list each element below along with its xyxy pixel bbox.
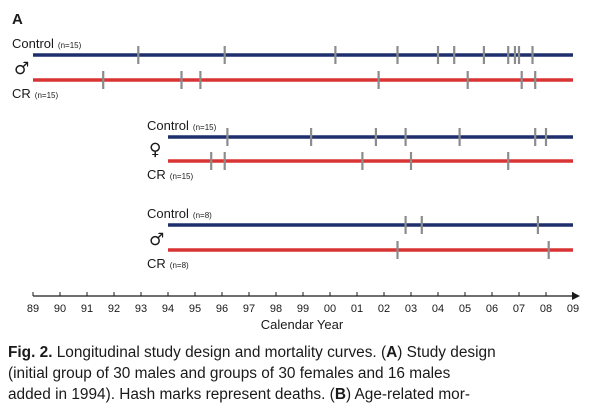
axis-title: Calendar Year <box>261 317 344 332</box>
caption-fig-label: Fig. 2. <box>8 344 53 361</box>
caption-bold-a: A <box>386 344 398 361</box>
panel-letter: A <box>12 11 23 28</box>
control-n-label: (n=8) <box>193 211 212 220</box>
control-label: Control <box>147 206 189 221</box>
cohort-group: Control (n=15) CR (n=15) ♀ <box>147 118 573 182</box>
axis-tick-label: 90 <box>54 303 66 315</box>
caption-text: ) Age-related mor- <box>345 386 470 403</box>
axis-tick-label: 96 <box>216 303 228 315</box>
axis-tick-label: 05 <box>459 303 471 315</box>
caption-bold-b: B <box>334 386 346 403</box>
axis-tick-label: 97 <box>243 303 255 315</box>
cohort-group: Control (n=8) CR (n=8) ♂ <box>147 206 573 271</box>
axis-arrow-icon <box>572 292 580 300</box>
study-design-diagram: A Control (n=15) CR (n=15) ♂ Control (n=15) CR (… <box>12 11 580 332</box>
axis-tick-label: 93 <box>135 303 147 315</box>
axis-tick-label: 98 <box>270 303 282 315</box>
axis-tick-label: 07 <box>513 303 525 315</box>
axis-tick-label: 09 <box>567 303 579 315</box>
cr-n-label: (n=15) <box>35 91 59 100</box>
cr-label: CR <box>147 256 166 271</box>
cr-label: CR <box>12 86 31 101</box>
axis-tick-label: 03 <box>405 303 417 315</box>
cr-label: CR <box>147 167 166 182</box>
cr-n-label: (n=15) <box>170 172 194 181</box>
cr-n-label: (n=8) <box>170 261 189 270</box>
caption-text: ) Study design (initial group of 30 male… <box>8 344 496 403</box>
axis-tick-label: 94 <box>162 303 174 315</box>
axis-tick-label: 99 <box>297 303 309 315</box>
axis-tick-label: 91 <box>81 303 93 315</box>
calendar-year-axis: 89 90 91 92 93 94 95 96 97 98 99 00 01 02 03 04 05 06 07 08… <box>27 292 580 332</box>
male-symbol-icon: ♂ <box>14 59 29 79</box>
axis-tick-label: 04 <box>432 303 444 315</box>
control-label: Control <box>147 118 189 133</box>
axis-tick-label: 08 <box>540 303 552 315</box>
male-symbol-icon: ♂ <box>149 230 164 250</box>
axis-tick-label: 95 <box>189 303 201 315</box>
axis-tick-label: 92 <box>108 303 120 315</box>
cohort-groups: Control (n=15) CR (n=15) ♂ Control (n=15) CR (n=… <box>12 36 573 271</box>
axis-tick-label: 00 <box>324 303 336 315</box>
control-n-label: (n=15) <box>193 123 217 132</box>
figure-caption: Fig. 2. Longitudinal study design and mo… <box>8 342 586 405</box>
cohort-group: Control (n=15) CR (n=15) ♂ <box>12 36 573 101</box>
control-n-label: (n=15) <box>58 41 82 50</box>
axis-tick-label: 01 <box>351 303 363 315</box>
axis-tick-label: 89 <box>27 303 39 315</box>
caption-text: Longitudinal study design and mortality … <box>52 344 387 361</box>
female-symbol-icon: ♀ <box>149 140 161 160</box>
axis-tick-label: 06 <box>486 303 498 315</box>
control-label: Control <box>12 36 54 51</box>
axis-tick-label: 02 <box>378 303 390 315</box>
